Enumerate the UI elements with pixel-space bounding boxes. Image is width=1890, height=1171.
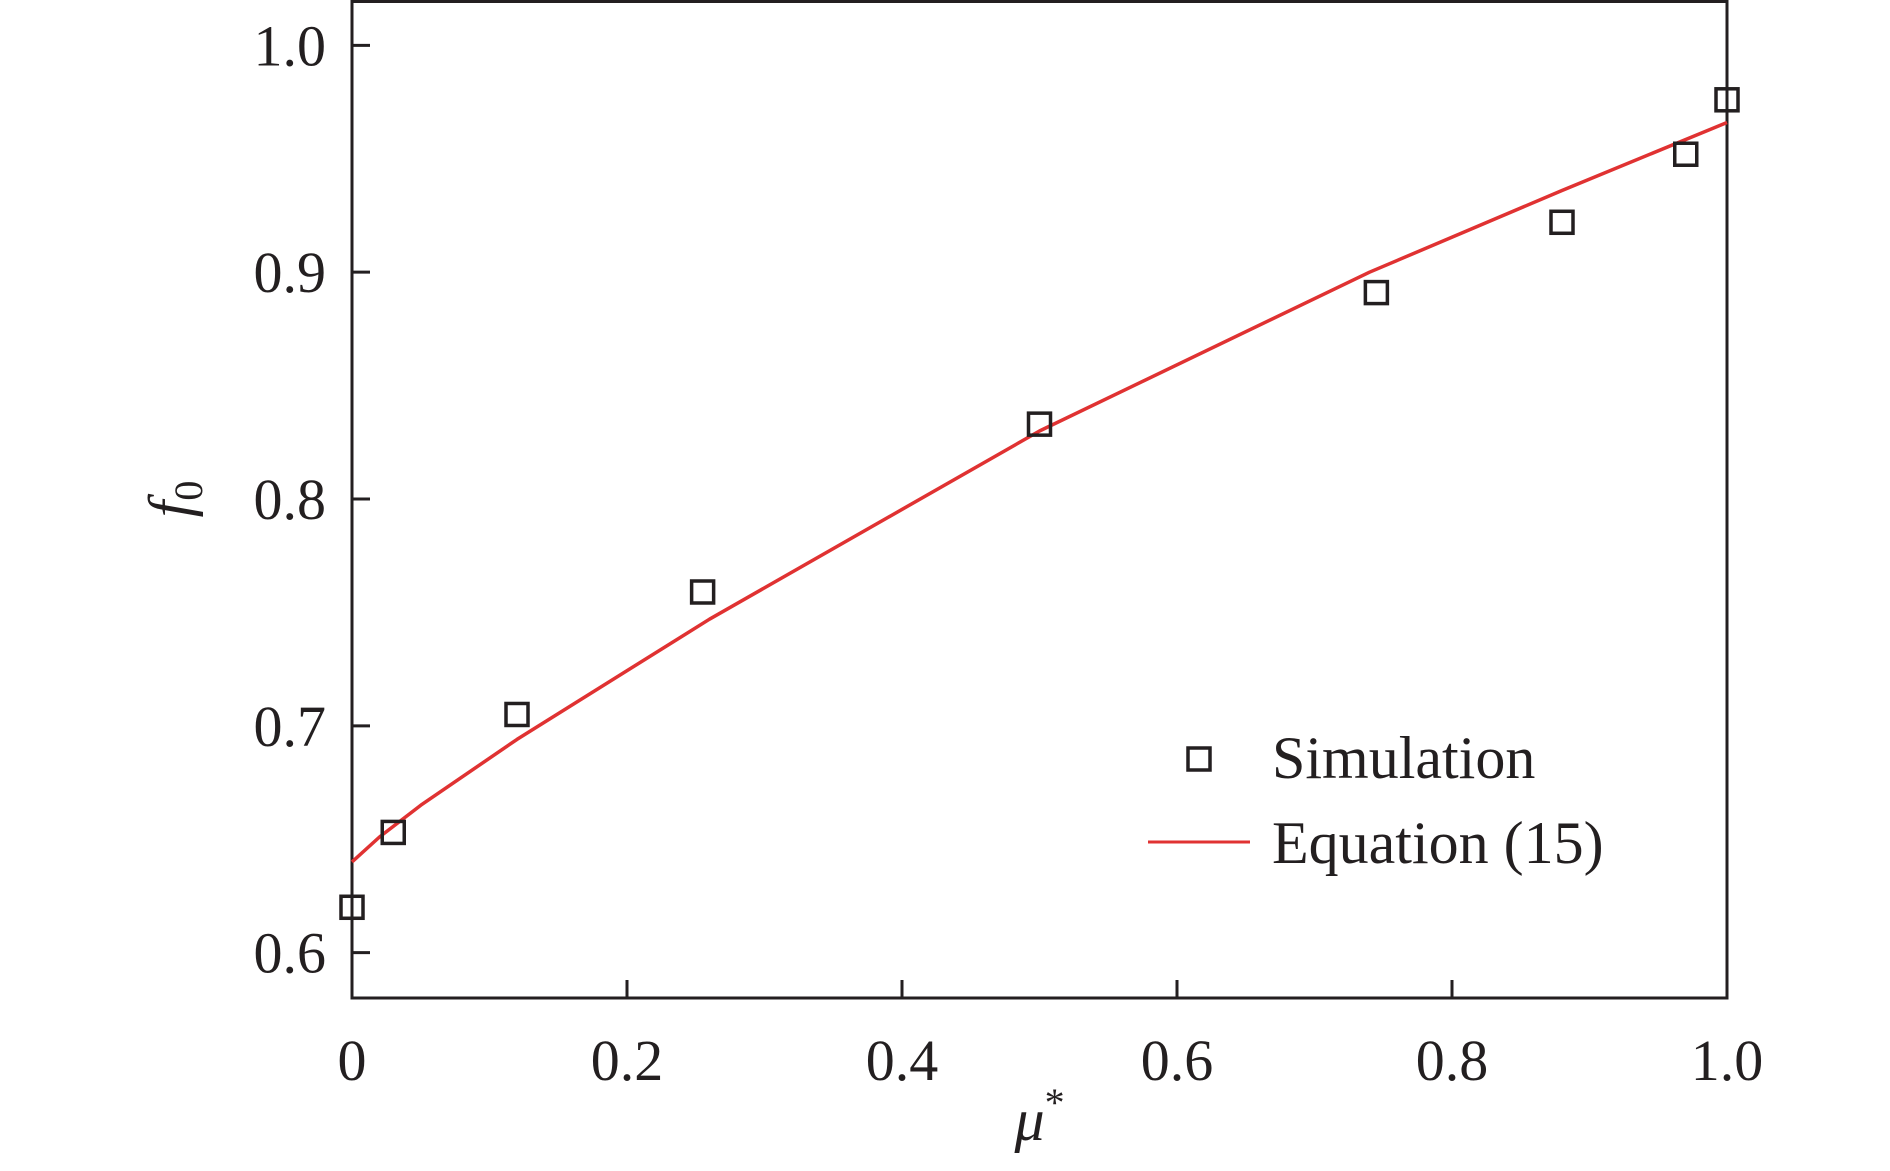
simulation-point: [380, 819, 406, 846]
simulation-point: [1549, 209, 1575, 236]
simulation-point: [1363, 279, 1390, 306]
y-tick-label: 0.8: [254, 467, 327, 532]
x-tick-label: 0.6: [1141, 1028, 1214, 1093]
x-axis-label: μ*: [1013, 1080, 1064, 1153]
x-tick-label: 0.2: [591, 1028, 664, 1093]
legend: Simulation Equation (15): [1148, 725, 1604, 876]
y-axis-label: f0: [137, 481, 211, 518]
x-tick-label: 0.8: [1416, 1028, 1489, 1093]
axis-ticks: [350, 43, 1729, 998]
x-axis-superscript: *: [1045, 1080, 1065, 1125]
x-axis-symbol: μ: [1013, 1087, 1044, 1153]
legend-simulation-label: Simulation: [1272, 725, 1535, 791]
simulation-point: [339, 894, 365, 921]
legend-simulation-marker: [1186, 746, 1212, 772]
simulation-point: [1026, 411, 1053, 437]
simulation-marker-layer: [339, 87, 1740, 921]
x-tick-label: 0.4: [866, 1028, 939, 1093]
simulation-point: [1714, 87, 1740, 113]
simulation-point: [1673, 141, 1699, 167]
y-tick-labels: 0.6 0.7 0.8 0.9 1.0: [254, 13, 327, 985]
x-tick-labels: 0 0.2 0.4 0.6 0.8 1.0: [338, 1028, 1764, 1093]
equation-line-layer: [350, 120, 1728, 864]
x-tick-label: 0: [338, 1028, 367, 1093]
y-tick-label: 1.0: [254, 13, 327, 78]
y-tick-label: 0.9: [254, 240, 327, 305]
legend-equation-label: Equation (15): [1272, 810, 1604, 876]
y-tick-label: 0.7: [254, 694, 327, 759]
x-tick-label: 1.0: [1691, 1028, 1764, 1093]
y-tick-label: 0.6: [254, 921, 327, 986]
equation-15-line: [350, 120, 1728, 864]
simulation-point: [689, 579, 716, 605]
y-axis-subscript: 0: [166, 481, 211, 501]
simulation-point: [504, 701, 530, 728]
